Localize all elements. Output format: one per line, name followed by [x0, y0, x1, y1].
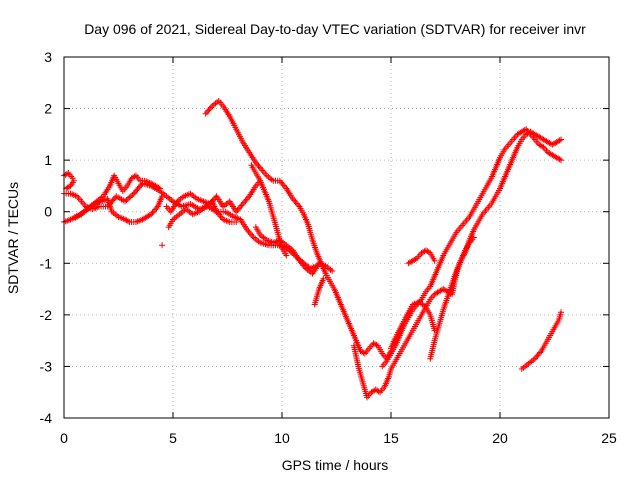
data-point	[556, 156, 563, 163]
data-point	[205, 107, 212, 114]
data-point	[373, 341, 380, 348]
y-tick-label: 3	[44, 49, 52, 65]
y-axis-label: SDTVAR / TECUs	[5, 182, 21, 294]
data-point	[155, 184, 162, 191]
data-point	[279, 180, 286, 187]
x-tick-label: 15	[383, 430, 399, 446]
data-point	[292, 198, 299, 205]
data-point	[239, 200, 246, 207]
data-point	[470, 234, 477, 241]
data-marks	[61, 97, 565, 401]
grid-lines	[64, 57, 609, 418]
data-point	[375, 388, 382, 395]
y-tick-label: -2	[40, 307, 53, 323]
data-point	[152, 206, 159, 213]
data-point	[126, 194, 133, 201]
data-point	[293, 200, 300, 207]
x-axis-label: GPS time / hours	[282, 457, 389, 473]
data-point	[258, 165, 265, 172]
data-point	[556, 137, 563, 144]
data-point	[558, 309, 565, 316]
data-point	[150, 208, 157, 215]
data-point	[243, 196, 250, 203]
data-point	[159, 193, 166, 200]
data-point	[558, 136, 565, 143]
plot-frame	[63, 56, 610, 419]
x-tick-label: 5	[169, 430, 177, 446]
data-point	[64, 184, 71, 191]
data-point	[235, 205, 242, 212]
data-point	[241, 199, 248, 206]
x-tick-label: 20	[492, 430, 508, 446]
data-point	[249, 232, 256, 239]
chart-title: Day 096 of 2021, Sidereal Day-to-day VTE…	[84, 21, 586, 37]
data-point	[206, 106, 213, 113]
data-point	[412, 255, 419, 262]
data-point	[127, 193, 134, 200]
data-point	[202, 110, 209, 117]
data-point	[246, 229, 253, 236]
x-tick-label: 25	[601, 430, 617, 446]
x-tick-label: 0	[60, 430, 68, 446]
data-point	[124, 195, 131, 202]
data-point	[329, 268, 336, 275]
data-point	[207, 104, 214, 111]
data-point	[360, 349, 367, 356]
data-point	[431, 327, 438, 334]
data-point	[159, 242, 166, 249]
data-point	[534, 352, 541, 359]
data-point	[539, 143, 546, 150]
data-point	[320, 275, 327, 282]
data-point	[278, 179, 285, 186]
data-point	[124, 218, 131, 225]
y-tick-label: 2	[44, 101, 52, 117]
data-point	[431, 257, 438, 264]
data-point	[256, 164, 263, 171]
data-point	[233, 219, 240, 226]
data-point	[558, 157, 565, 164]
data-point	[533, 354, 540, 361]
data-point	[425, 249, 432, 256]
y-tick-label: 0	[44, 204, 52, 220]
data-point	[123, 197, 130, 204]
data-point	[535, 351, 542, 358]
y-tick-label: 1	[44, 152, 52, 168]
data-point	[204, 109, 211, 116]
x-tick-label: 10	[274, 430, 290, 446]
data-point	[248, 231, 255, 238]
y-tick-label: -3	[40, 358, 53, 374]
data-point	[242, 197, 249, 204]
y-tick-label: -1	[40, 255, 53, 271]
data-point	[255, 162, 262, 169]
data-point	[280, 182, 287, 189]
y-tick-label: -4	[40, 410, 53, 426]
data-point	[237, 204, 244, 211]
data-point	[238, 202, 245, 209]
data-point	[283, 252, 290, 259]
data-point	[131, 173, 138, 180]
data-point	[63, 170, 70, 177]
data-point	[122, 198, 129, 205]
axis-ticks: 0 5 10 15 20 25 -4 -3 -2 -1 0 1 2 3	[40, 49, 617, 446]
data-point	[156, 185, 163, 192]
data-point	[521, 127, 528, 134]
data-point	[129, 191, 136, 198]
